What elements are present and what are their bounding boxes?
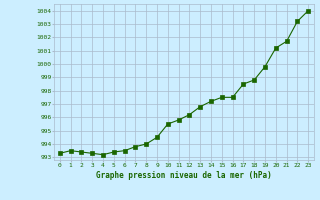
X-axis label: Graphe pression niveau de la mer (hPa): Graphe pression niveau de la mer (hPa) xyxy=(96,171,272,180)
